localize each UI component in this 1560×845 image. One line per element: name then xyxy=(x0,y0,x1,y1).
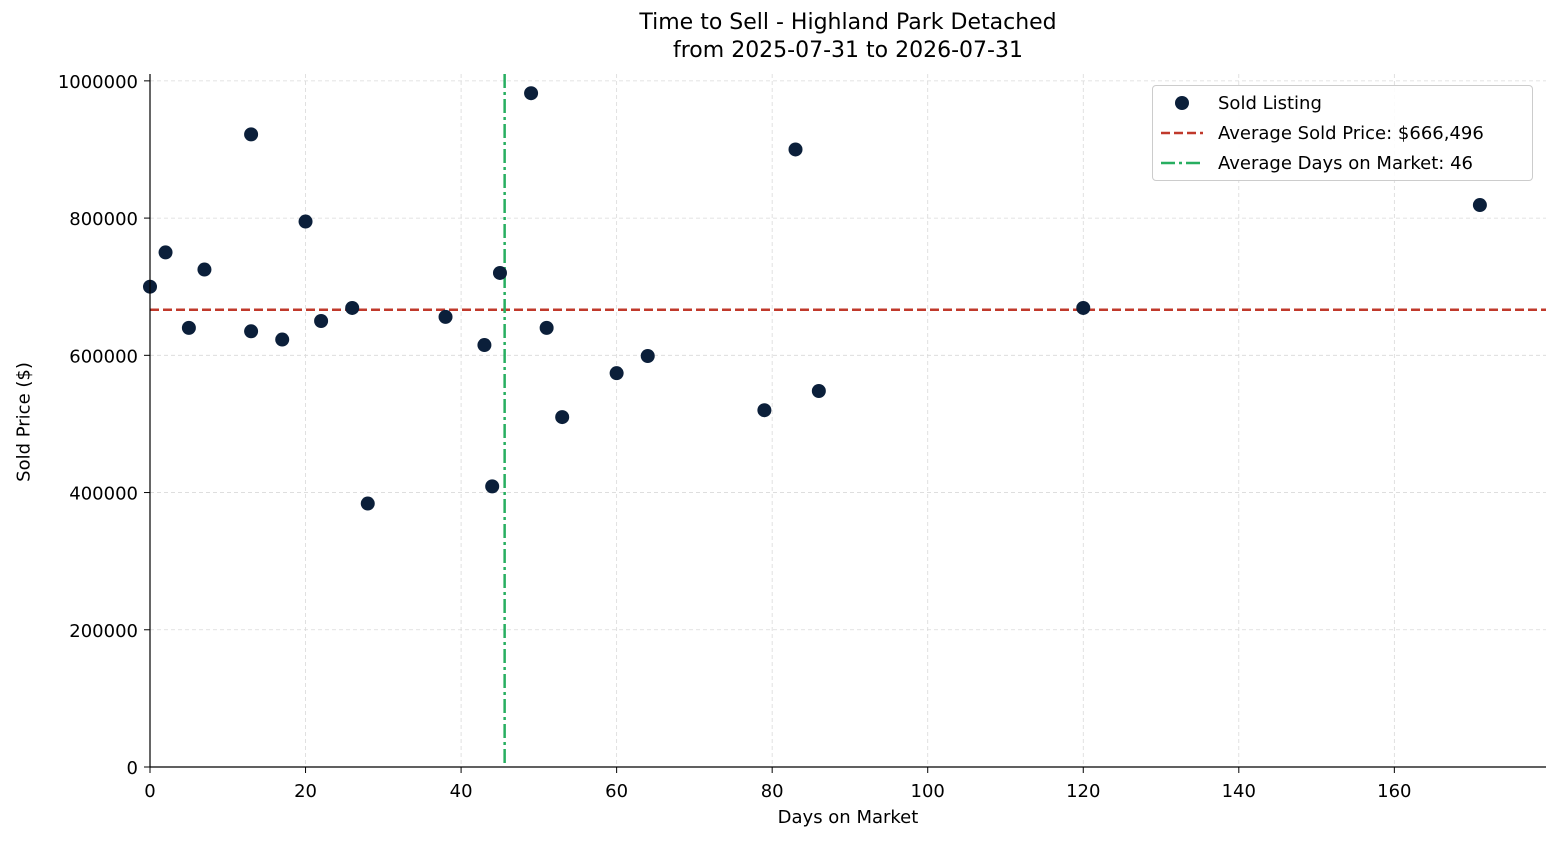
legend-marker-scatter-icon xyxy=(1175,96,1189,110)
x-tick-label: 60 xyxy=(605,781,628,802)
x-tick-label: 0 xyxy=(144,781,155,802)
data-point xyxy=(477,338,492,353)
chart-subtitle: from 2025-07-31 to 2026-07-31 xyxy=(673,38,1023,63)
data-point xyxy=(314,314,329,329)
data-point xyxy=(298,214,313,229)
data-point xyxy=(811,383,826,398)
data-point xyxy=(555,410,570,425)
data-point xyxy=(757,403,772,418)
data-point xyxy=(524,86,539,101)
legend: Sold Listing Average Sold Price: $666,49… xyxy=(1152,85,1533,181)
data-point xyxy=(181,320,196,335)
data-point xyxy=(485,479,500,494)
x-tick-label: 20 xyxy=(294,781,317,802)
x-tick-label: 100 xyxy=(911,781,945,802)
y-tick-label: 800000 xyxy=(69,209,138,230)
y-tick-label: 400000 xyxy=(69,484,138,505)
data-point xyxy=(197,262,212,277)
legend-label: Average Days on Market: 46 xyxy=(1218,153,1473,174)
x-tick-label: 140 xyxy=(1222,781,1256,802)
tick-labels: 0 20 40 60 80 100 120 140 160 0 200000 400000 600000… xyxy=(58,72,1412,802)
data-point xyxy=(244,324,259,339)
data-points xyxy=(143,86,1487,511)
axes xyxy=(144,74,1546,773)
data-point xyxy=(788,142,803,157)
data-point xyxy=(1472,198,1487,213)
legend-item-average-days: Average Days on Market: 46 xyxy=(1153,150,1532,176)
legend-label: Sold Listing xyxy=(1218,93,1322,114)
grid xyxy=(149,74,1546,768)
data-point xyxy=(275,332,290,347)
data-point xyxy=(438,309,453,324)
x-tick-label: 80 xyxy=(761,781,784,802)
data-point xyxy=(539,320,554,335)
y-tick-label: 200000 xyxy=(69,621,138,642)
reference-lines xyxy=(150,74,1546,767)
x-tick-label: 160 xyxy=(1377,781,1411,802)
x-tick-label: 40 xyxy=(450,781,473,802)
data-point xyxy=(492,265,507,280)
legend-item-sold-listing: Sold Listing xyxy=(1153,90,1532,116)
data-point xyxy=(158,245,173,260)
legend-label: Average Sold Price: $666,496 xyxy=(1218,123,1484,144)
legend-item-average-price: Average Sold Price: $666,496 xyxy=(1153,120,1532,146)
y-tick-label: 0 xyxy=(127,758,138,779)
y-tick-label: 1000000 xyxy=(58,72,138,93)
data-point xyxy=(609,366,624,381)
y-tick-label: 600000 xyxy=(69,346,138,367)
x-axis-label: Days on Market xyxy=(777,807,919,828)
data-point xyxy=(360,496,375,511)
legend-dashed-line-icon xyxy=(1161,131,1203,135)
data-point xyxy=(640,349,655,364)
data-point xyxy=(345,300,360,315)
data-point xyxy=(244,127,259,142)
legend-dashdot-line-icon xyxy=(1161,161,1203,165)
y-axis-label: Sold Price ($) xyxy=(13,362,35,482)
chart-title: Time to Sell - Highland Park Detached xyxy=(639,10,1057,35)
x-tick-label: 120 xyxy=(1066,781,1100,802)
data-point xyxy=(1076,300,1091,315)
